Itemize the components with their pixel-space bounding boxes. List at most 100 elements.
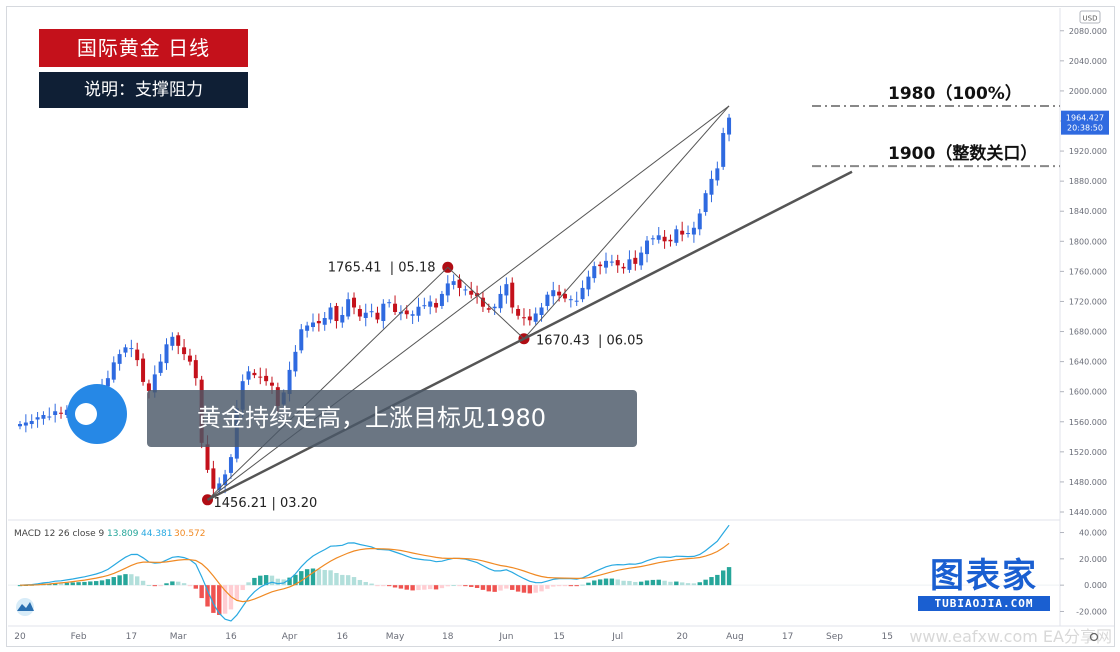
candle-body — [404, 310, 409, 315]
pivot-date-label: | 06.05 — [598, 334, 644, 349]
candle-body — [469, 290, 474, 295]
time-tick-label: 17 — [782, 632, 793, 642]
macd-histogram-bar — [369, 583, 374, 586]
macd-histogram-bar — [510, 585, 515, 590]
candle-body — [592, 266, 597, 279]
candle-body — [146, 383, 151, 391]
bar-countdown: 20:38:50 — [1067, 124, 1103, 133]
level-label: 1900（整数关口） — [888, 143, 1037, 164]
candle-body — [170, 336, 175, 346]
macd-histogram-bar — [644, 580, 650, 586]
macd-histogram-bar — [527, 585, 533, 594]
candle-body — [439, 293, 444, 306]
candle-body — [416, 306, 421, 316]
time-tick-label: Apr — [282, 632, 298, 642]
macd-label: MACD 12 26 close 9 — [14, 529, 105, 539]
time-tick-label: 16 — [225, 632, 237, 642]
macd-histogram-bar — [428, 585, 433, 590]
candle-body — [516, 308, 521, 316]
macd-histogram-bar — [187, 585, 193, 587]
candle-body — [721, 133, 726, 167]
chart-subtitle: 说明：支撑阻力 — [39, 72, 248, 108]
macd-histogram-bar — [82, 581, 87, 586]
macd-histogram-bar — [357, 579, 363, 586]
macd-histogram-bar — [334, 573, 339, 586]
macd-histogram-bar — [135, 576, 140, 586]
macd-histogram-bar — [715, 574, 720, 586]
macd-histogram-bar — [392, 585, 398, 588]
candle-body — [410, 314, 415, 316]
price-tick-label: 2080.000 — [1069, 27, 1107, 36]
macd-histogram-bar — [345, 575, 351, 586]
macd-histogram-bar — [627, 580, 632, 586]
candle-body — [141, 358, 146, 382]
price-tick-label: 2040.000 — [1069, 57, 1107, 66]
macd-histogram-bar — [410, 585, 415, 591]
head-icon — [67, 384, 127, 444]
macd-histogram-bar — [275, 578, 281, 586]
candle-body — [164, 344, 169, 364]
macd-histogram-bar — [252, 577, 257, 586]
macd-histogram-bar — [205, 585, 210, 607]
candle-body — [328, 307, 333, 320]
candle-body — [29, 421, 34, 425]
watermark-text: www.eafxw.com EA分享网 — [909, 627, 1112, 646]
time-tick-label: 20 — [676, 632, 688, 642]
candle-body — [59, 412, 64, 414]
time-tick-label: 20 — [14, 632, 26, 642]
macd-histogram-bar — [52, 582, 58, 586]
macd-histogram-bar — [433, 585, 439, 590]
candle-body — [299, 329, 304, 351]
candle-body — [18, 424, 22, 427]
macd-histogram-bar — [217, 585, 222, 615]
candle-body — [557, 291, 562, 296]
macd-histogram-bar — [381, 585, 386, 587]
candle-body — [568, 299, 573, 301]
candle-body — [35, 417, 40, 420]
macd-histogram-bar — [726, 567, 732, 586]
macd-histogram-bar — [375, 585, 380, 587]
macd-histogram-bar — [164, 583, 169, 586]
brand-url: TUBIAOJIA.COM — [918, 596, 1050, 611]
candle-body — [293, 351, 298, 372]
macd-histogram-bar — [146, 585, 152, 587]
candle-body — [703, 193, 708, 212]
candle-body — [217, 483, 222, 491]
macd-histogram-bar — [269, 575, 275, 586]
macd-histogram-bar — [398, 585, 404, 589]
candle-body — [205, 444, 210, 470]
macd-histogram-bar — [504, 585, 509, 589]
candle-body — [111, 362, 116, 380]
macd-histogram-bar — [474, 585, 480, 588]
macd-histogram-bar — [240, 585, 245, 591]
macd-histogram-bar — [158, 585, 163, 587]
macd-histogram-bar — [310, 568, 316, 586]
price-tick-label: 1480.000 — [1069, 478, 1107, 487]
macd-line — [19, 524, 730, 622]
macd-histogram-bar — [498, 585, 503, 591]
macd-tick-label: 20.000 — [1079, 555, 1107, 564]
macd-histogram-bar — [556, 585, 562, 587]
candle-body — [674, 229, 679, 243]
price-tick-label: 1800.000 — [1069, 237, 1107, 246]
macd-histogram-bar — [281, 579, 286, 586]
candle-body — [539, 307, 544, 315]
macd-histogram-bar — [592, 580, 597, 586]
candle-body — [621, 266, 626, 269]
macd-histogram-bar — [480, 585, 486, 590]
macd-histogram-bar — [445, 585, 450, 587]
macd-histogram-bar — [129, 574, 134, 586]
candle-body — [680, 230, 685, 235]
macd-histogram-bar — [193, 585, 198, 589]
price-tick-label: 1720.000 — [1069, 297, 1107, 306]
candle-body — [545, 294, 550, 306]
candle-body — [375, 312, 380, 320]
candle-body — [645, 240, 650, 255]
candle-body — [123, 347, 128, 353]
candle-body — [434, 302, 439, 308]
macd-histogram-bar — [650, 579, 656, 586]
macd-histogram-bar — [633, 581, 638, 586]
candle-body — [650, 238, 655, 240]
pivot-date-label: | 05.18 — [390, 260, 436, 275]
